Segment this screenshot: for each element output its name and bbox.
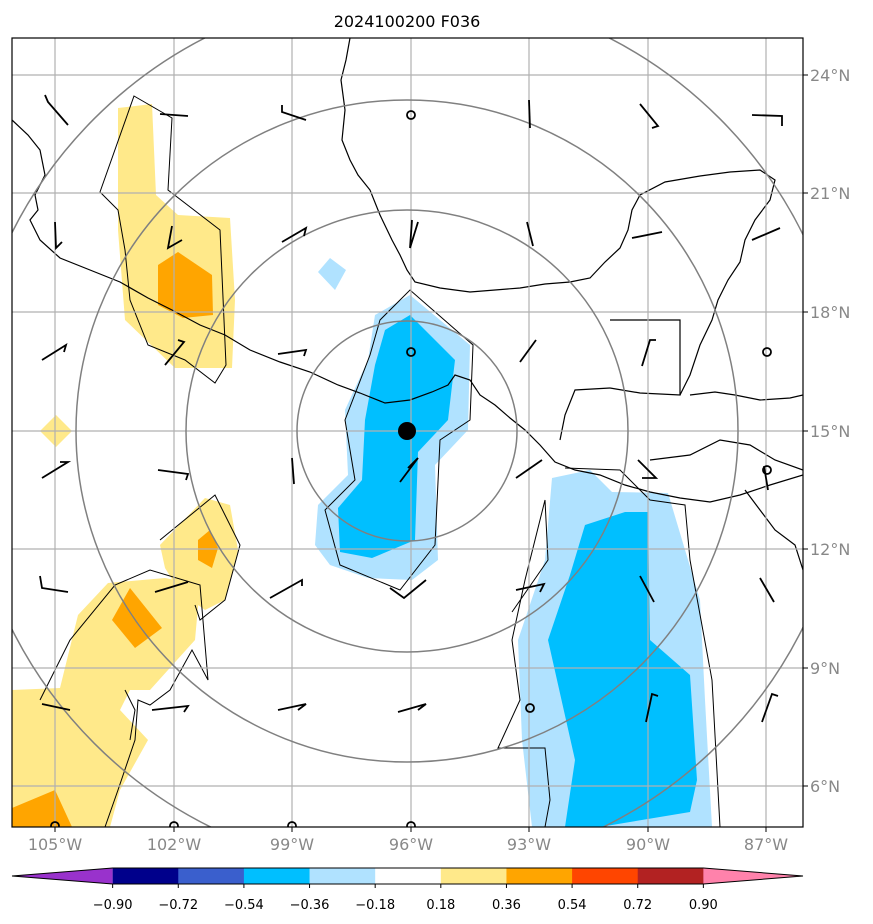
colorbar-ticks: −0.90 −0.72 −0.54 −0.36 −0.18 0.18 0.36 0.54 0.7… [93, 884, 718, 913]
axis-ticks [54, 74, 808, 832]
colorbar-segment [572, 868, 639, 884]
lon-label: 96°W [389, 835, 433, 854]
colorbar-tick-label: 0.54 [558, 898, 587, 913]
colorbar-extension-right [703, 868, 803, 884]
negative-anomaly-fills [315, 258, 712, 827]
colorbar-tick-label: 0.36 [492, 898, 521, 913]
colorbar-tick-label: −0.36 [290, 898, 330, 913]
colorbar-segment [637, 868, 704, 884]
colorbar-tick-label: −0.54 [224, 898, 264, 913]
storm-center-marker [398, 422, 416, 440]
colorbar-tick-label: 0.72 [623, 898, 652, 913]
lon-label: 90°W [626, 835, 670, 854]
lat-label: 24°N [810, 66, 850, 85]
map-frame [11, 37, 804, 828]
lon-label: 87°W [744, 835, 788, 854]
lat-label: 18°N [810, 303, 850, 322]
colorbar-tick-label: −0.90 [93, 898, 133, 913]
colorbar-segment [178, 868, 245, 884]
colorbar: −0.90 −0.72 −0.54 −0.36 −0.18 0.18 0.36 0.54 0.7… [11, 867, 804, 913]
lon-label: 93°W [507, 835, 551, 854]
lat-label: 15°N [810, 422, 850, 441]
latitude-labels: 24°N 21°N 18°N 15°N 12°N 9°N 6°N [810, 66, 850, 796]
coastline [12, 38, 803, 571]
contour-lines [39, 95, 721, 827]
colorbar-tick-label: −0.72 [158, 898, 198, 913]
lat-label: 12°N [810, 540, 850, 559]
map-title: 2024100200 F036 [334, 12, 481, 31]
lon-label: 105°W [28, 835, 83, 854]
colorbar-tick-label: −0.18 [355, 898, 395, 913]
calm-wind-markers [50, 110, 772, 827]
colorbar-segment [440, 868, 507, 884]
lon-label: 99°W [270, 835, 314, 854]
range-rings [12, 38, 803, 827]
lon-label: 102°W [147, 835, 202, 854]
positive-anomaly-fills [12, 104, 238, 827]
colorbar-segment [506, 868, 573, 884]
colorbar-tick-label: 0.18 [426, 898, 455, 913]
colorbar-tick-label: 0.90 [689, 898, 718, 913]
colorbar-segments [11, 867, 804, 885]
colorbar-segment [375, 868, 442, 884]
lat-label: 21°N [810, 184, 850, 203]
lat-label: 9°N [810, 659, 840, 678]
colorbar-extension-left [12, 868, 113, 884]
colorbar-segment [309, 868, 376, 884]
wind-barbs [39, 94, 783, 723]
lat-label: 6°N [810, 777, 840, 796]
colorbar-segment [112, 868, 179, 884]
longitude-labels: 105°W 102°W 99°W 96°W 93°W 90°W 87°W [28, 835, 788, 854]
colorbar-segment [243, 868, 311, 884]
